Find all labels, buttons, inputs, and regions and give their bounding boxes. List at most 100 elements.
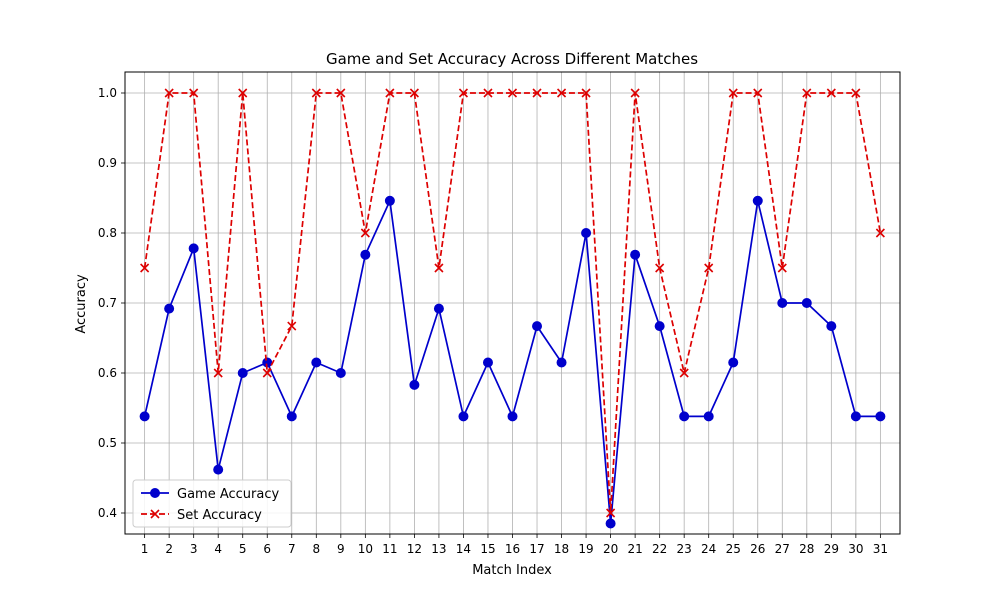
x-marker-stroke — [606, 508, 616, 518]
data-point — [850, 411, 861, 422]
data-point — [532, 321, 543, 332]
x-tick-label: 9 — [337, 542, 345, 556]
data-point — [238, 88, 248, 98]
data-point — [139, 411, 150, 422]
data-point — [655, 263, 665, 273]
legend-label: Game Accuracy — [177, 487, 279, 502]
y-tick-label: 0.7 — [98, 296, 117, 310]
y-tick-label: 1.0 — [98, 86, 117, 100]
data-point — [581, 228, 592, 238]
data-point — [213, 464, 224, 475]
data-point — [556, 357, 567, 368]
x-tick-label: 8 — [312, 542, 320, 556]
data-point — [630, 249, 641, 260]
data-point — [164, 303, 175, 314]
data-point — [556, 88, 567, 98]
x-tick-label: 28 — [799, 542, 814, 556]
data-point — [311, 88, 321, 98]
x-tick-label: 14 — [456, 542, 471, 556]
series-game-accuracy — [139, 195, 886, 529]
y-tick-label: 0.4 — [98, 506, 117, 520]
data-point — [458, 411, 469, 422]
x-tick-label: 27 — [775, 542, 790, 556]
data-point — [286, 411, 297, 422]
data-point — [606, 508, 616, 518]
data-point — [605, 518, 616, 529]
x-marker-stroke — [262, 368, 272, 378]
x-marker-stroke — [385, 88, 395, 98]
x-marker-stroke — [164, 88, 174, 98]
x-marker-stroke — [777, 263, 787, 273]
x-marker-stroke — [802, 88, 812, 98]
data-point — [826, 88, 836, 98]
x-tick-label: 4 — [214, 542, 222, 556]
x-tick-label: 26 — [750, 542, 765, 556]
x-marker-stroke — [140, 263, 150, 273]
data-point — [213, 368, 223, 378]
data-point — [728, 357, 739, 368]
x-tick-label: 10 — [358, 542, 373, 556]
x-tick-label: 6 — [263, 542, 271, 556]
x-tick-label: 21 — [627, 542, 642, 556]
legend-label: Set Accuracy — [177, 508, 262, 523]
y-tick-label: 0.8 — [98, 226, 117, 240]
x-tick-label: 24 — [701, 542, 716, 556]
data-point — [311, 357, 322, 368]
x-tick-label: 13 — [431, 542, 446, 556]
x-tick-label: 30 — [848, 542, 863, 556]
x-axis-label: Match Index — [472, 563, 552, 578]
x-tick-label: 23 — [677, 542, 692, 556]
x-tick-label: 11 — [382, 542, 397, 556]
data-point — [164, 88, 174, 98]
data-point — [458, 88, 469, 98]
data-point — [360, 249, 371, 260]
series-set-accuracy — [140, 88, 885, 518]
legend: Game Accuracy Set Accuracy — [132, 479, 292, 528]
chart-title: Game and Set Accuracy Across Different M… — [326, 50, 698, 68]
x-marker-stroke — [704, 263, 714, 273]
x-marker-stroke — [630, 88, 640, 98]
x-marker-stroke — [556, 88, 567, 98]
x-tick-label: 25 — [726, 542, 741, 556]
series-layer — [139, 88, 886, 529]
x-tick-label: 15 — [480, 542, 495, 556]
data-point — [237, 368, 248, 378]
x-tick-label: 22 — [652, 542, 667, 556]
x-marker-stroke — [150, 509, 160, 519]
x-tick-label: 1 — [141, 542, 149, 556]
x-tick-label: 2 — [165, 542, 173, 556]
data-point — [384, 195, 395, 206]
data-point — [752, 195, 763, 206]
data-point — [336, 88, 346, 98]
data-point — [875, 228, 885, 238]
x-marker-stroke — [409, 88, 419, 98]
legend-entry: Game Accuracy — [141, 487, 279, 502]
x-marker-stroke — [360, 228, 370, 238]
data-point — [433, 303, 444, 314]
y-axis-label: Accuracy — [74, 274, 89, 334]
x-marker-stroke — [753, 88, 763, 98]
data-point — [753, 88, 763, 98]
x-marker-stroke — [875, 228, 885, 238]
legend-marker — [150, 488, 160, 498]
x-tick-label: 5 — [239, 542, 247, 556]
x-marker-stroke — [189, 88, 199, 98]
data-point — [287, 321, 297, 331]
data-point — [630, 88, 640, 98]
x-marker-stroke — [507, 88, 518, 98]
x-marker-stroke — [213, 368, 223, 378]
x-tick-label: 16 — [505, 542, 520, 556]
x-tick-label: 7 — [288, 542, 296, 556]
x-tick-label: 3 — [190, 542, 198, 556]
x-marker-stroke — [238, 88, 248, 98]
data-point — [409, 88, 419, 98]
data-point — [851, 88, 861, 98]
x-marker-stroke — [728, 88, 738, 98]
x-tick-label: 19 — [578, 542, 593, 556]
data-point — [826, 321, 837, 332]
legend-entry: Set Accuracy — [141, 508, 262, 523]
data-point — [188, 243, 199, 254]
data-point — [360, 228, 370, 238]
x-tick-label: 20 — [603, 542, 618, 556]
data-point — [507, 411, 518, 422]
